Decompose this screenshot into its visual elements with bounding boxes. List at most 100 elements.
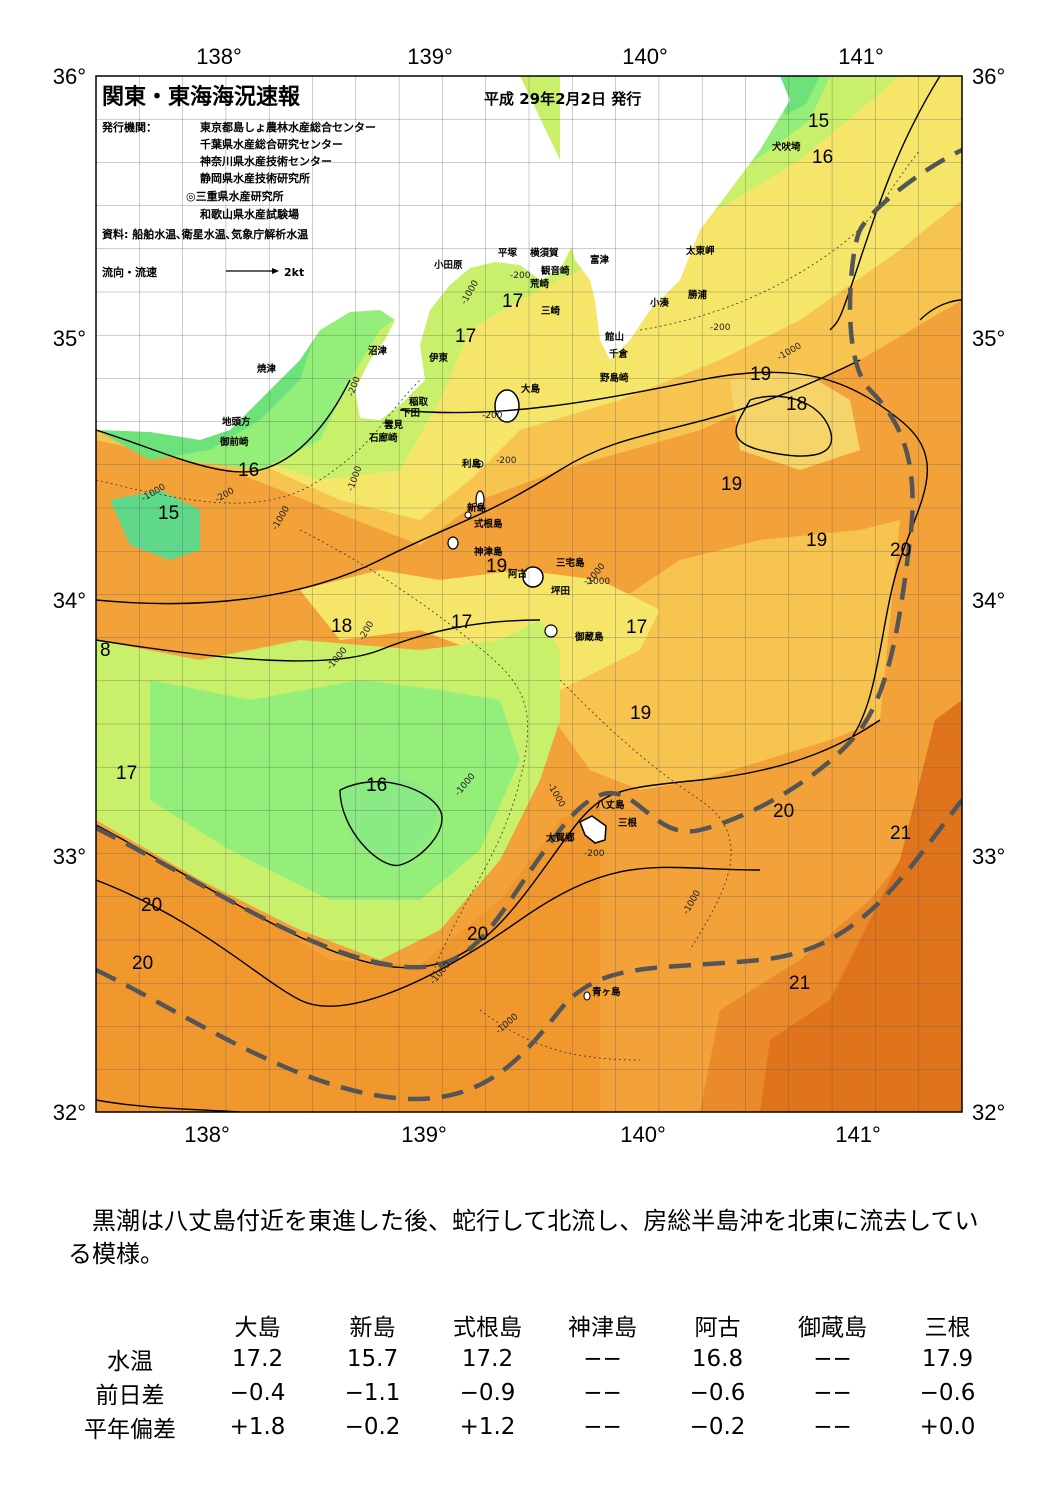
isotherm-label: 16 xyxy=(366,775,387,796)
island-aogashima xyxy=(583,991,591,1001)
isotherm-label: 17 xyxy=(451,612,472,633)
lon-tick-label: 138° xyxy=(196,44,242,69)
zone-16c xyxy=(340,775,440,865)
place-label: 小湊 xyxy=(649,297,670,309)
place-label: 御蔵島 xyxy=(574,631,604,643)
depth-contour xyxy=(96,379,421,504)
place-label: 小田原 xyxy=(433,259,463,271)
table-cell: 17.9 xyxy=(921,1346,974,1372)
lon-tick-label: 139° xyxy=(401,1122,447,1147)
isotherm-label: 17 xyxy=(502,291,523,312)
isotherm-label: 18 xyxy=(786,394,807,415)
place-label: 館山 xyxy=(604,331,624,343)
isotherm-label: 15 xyxy=(158,503,179,524)
island-shikinejima xyxy=(464,511,472,519)
flow-legend-arrowhead xyxy=(272,268,279,274)
summary-body: 黒潮は八丈島付近を東進した後、蛇行して北流し、房総半島沖を北東に流去している模様… xyxy=(68,1207,979,1268)
place-label: 富津 xyxy=(590,254,610,266)
table-cell: 15.7 xyxy=(346,1346,399,1372)
isotherm-label: 8 xyxy=(100,640,111,661)
place-label: 三根 xyxy=(618,817,638,829)
place-labels: 犬吠埼 太東岬 勝浦 小湊 富津 館山 千倉 野島崎 横須賀 観音崎 平塚 荒崎… xyxy=(219,141,801,998)
isotherm-label: 20 xyxy=(141,895,162,916)
isotherm-label: 19 xyxy=(486,556,507,577)
isotherm-label: 16 xyxy=(238,460,259,481)
data-source: 資料: 船舶水温､衛星水温､気象庁解析水温 xyxy=(102,227,308,241)
table-cell: 17.2 xyxy=(461,1346,514,1372)
table-cell: −− xyxy=(813,1414,852,1440)
place-label: 御前崎 xyxy=(219,436,249,448)
depth-contours xyxy=(96,149,921,1061)
isotherm-label: 15 xyxy=(808,111,829,132)
map-header: 関東・東海海況速報 平成 29年2月2日 発行 発行機関： 東京都島しょ農林水産… xyxy=(101,84,641,279)
sea-temperature-map: 138° 139° 140° 141° 138° 139° 140° 141° … xyxy=(53,44,1006,1147)
depth-label: -200 xyxy=(710,323,731,333)
issuer-name: 神奈川県水産技術センター xyxy=(200,154,332,168)
place-label: 三宅島 xyxy=(556,557,585,569)
lat-tick-label: 36° xyxy=(53,64,86,89)
table-cell: −− xyxy=(813,1346,852,1372)
table-cell: +1.8 xyxy=(229,1414,286,1440)
depth-label: -200 xyxy=(496,456,517,466)
isotherm-label: 20 xyxy=(132,953,153,974)
island-oshima xyxy=(494,389,520,423)
lat-tick-label: 35° xyxy=(972,326,1005,351)
column-header: 大島 xyxy=(234,1315,281,1341)
isotherm-line xyxy=(829,76,941,331)
place-label: 野島崎 xyxy=(600,372,629,384)
depth-label: -200 xyxy=(482,411,503,421)
place-label: 阿古 xyxy=(508,568,528,580)
table-corner xyxy=(60,1308,200,1342)
issuer-name: 東京都島しょ農林水産総合センター xyxy=(200,120,376,134)
isotherm-label: 19 xyxy=(721,474,742,495)
isotherm-label: 17 xyxy=(455,326,476,347)
place-label: 横須賀 xyxy=(530,247,559,259)
place-label: 稲取 xyxy=(409,396,429,408)
column-header: 阿古 xyxy=(694,1315,741,1341)
isotherm-label: 19 xyxy=(630,703,651,724)
place-label: 式根島 xyxy=(474,518,503,530)
island-hachijojima xyxy=(579,815,607,844)
place-label: 坪田 xyxy=(551,585,570,597)
lon-bottom-axis: 138° 139° 140° 141° xyxy=(184,1122,881,1147)
column-header: 御蔵島 xyxy=(798,1315,867,1341)
depth-contour xyxy=(299,529,528,981)
summary-text: 黒潮は八丈島付近を東進した後、蛇行して北流し、房総半島沖を北東に流去している模様… xyxy=(68,1205,998,1271)
kuroshio-axis xyxy=(96,147,962,1102)
place-label: 下田 xyxy=(401,408,420,419)
place-label: 沼津 xyxy=(368,345,388,357)
place-label: 大賀郷 xyxy=(546,832,575,844)
depth-contour xyxy=(559,679,732,951)
isotherm-label: 21 xyxy=(890,823,911,844)
column-header: 神津島 xyxy=(568,1315,637,1341)
isotherm-line xyxy=(735,395,833,457)
table-cell: −− xyxy=(583,1346,622,1372)
lat-tick-label: 34° xyxy=(972,588,1005,613)
zone-15b xyxy=(780,76,820,115)
isotherm-label: 16 xyxy=(812,147,833,168)
isotherm-label: 17 xyxy=(626,617,647,638)
row-label: 平年偏差 xyxy=(84,1417,176,1443)
land-boso xyxy=(560,76,790,360)
table-cell: −− xyxy=(583,1380,622,1406)
place-label: 荒崎 xyxy=(529,278,550,290)
flow-legend-unit: 2kt xyxy=(284,266,304,279)
row-label: 前日差 xyxy=(95,1383,165,1409)
table-cell: −0.2 xyxy=(344,1414,401,1440)
isotherm-lines xyxy=(96,76,962,1112)
zone-14 xyxy=(110,490,200,560)
isotherm-label: 20 xyxy=(467,924,488,945)
isotherm-label: 17 xyxy=(116,763,137,784)
column-header: 新島 xyxy=(349,1315,396,1341)
isotherm-label: 19 xyxy=(806,530,827,551)
isotherm-label: 18 xyxy=(331,616,352,637)
lon-tick-label: 139° xyxy=(407,44,453,69)
lat-tick-label: 32° xyxy=(53,1100,86,1125)
zone-18b xyxy=(300,570,660,690)
issuer-label: 発行機関： xyxy=(101,120,157,134)
zone-20b xyxy=(96,800,600,1112)
place-label: 利島 xyxy=(461,458,482,470)
zone-19b xyxy=(540,520,900,790)
issuer-name: 千葉県水産総合研究センター xyxy=(200,137,343,151)
isotherm-line xyxy=(96,379,351,473)
